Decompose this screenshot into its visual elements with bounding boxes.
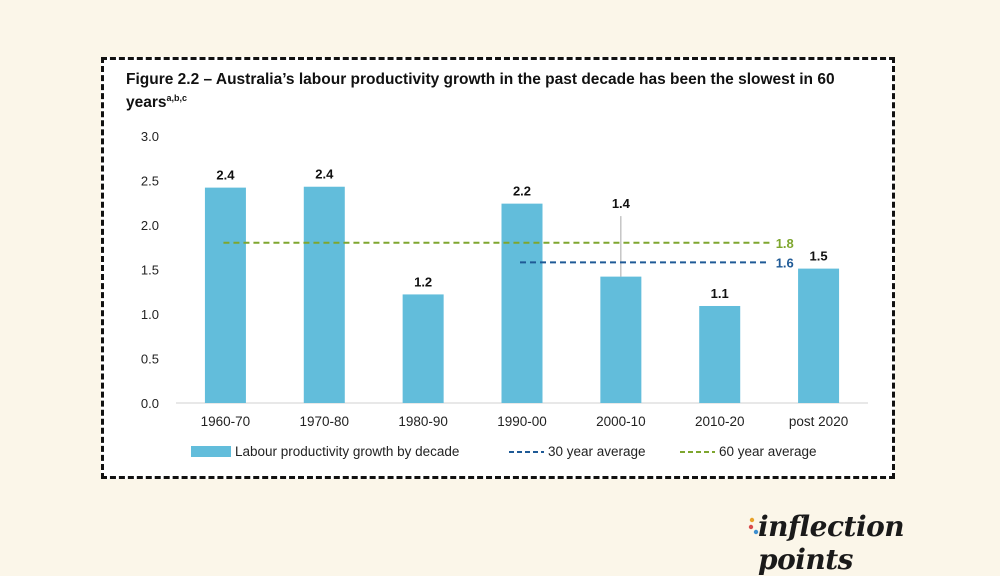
data-label: 2.4 [216, 168, 235, 183]
brand-name: inflection points [758, 510, 905, 576]
data-label: 2.2 [513, 184, 531, 199]
data-label: 1.2 [414, 274, 432, 289]
x-tick-label: 1990-00 [497, 414, 547, 429]
x-tick-label: 2010-20 [695, 414, 745, 429]
bar [798, 268, 840, 403]
y-tick-label: 0.5 [141, 352, 159, 367]
bars-group: 2.4 2.4 1.2 2.2 1.4 1.1 1.5 [204, 167, 840, 403]
x-axis: 1960-70 1970-80 1980-90 1990-00 2000-10 2010-… [201, 414, 849, 429]
y-tick-label: 1.5 [141, 263, 159, 278]
figure-frame: Figure 2.2 – Australia’s labour producti… [101, 57, 895, 479]
chart-svg: 0.0 0.5 1.0 1.5 2.0 2.5 3.0 2.4 2.4 1.2 2.2 1.4 1.1… [141, 129, 868, 459]
y-tick-label: 2.0 [141, 218, 159, 233]
figure-title: Figure 2.2 – Australia’s labour producti… [126, 68, 866, 114]
legend: Labour productivity growth by decade 30 y… [191, 444, 817, 459]
brand-logo: inflection points [748, 510, 1000, 576]
data-label: 1.1 [711, 286, 729, 301]
logo-dots-icon [748, 517, 759, 535]
x-tick-label: post 2020 [789, 414, 848, 429]
legend-label-30yr: 30 year average [548, 444, 646, 459]
y-tick-label: 0.0 [141, 396, 159, 411]
bar [699, 305, 741, 403]
bar [501, 203, 543, 403]
legend-swatch-bars [191, 446, 231, 457]
y-tick-label: 1.0 [141, 307, 159, 322]
legend-label-bars: Labour productivity growth by decade [235, 444, 459, 459]
x-tick-label: 1960-70 [201, 414, 251, 429]
average-label: 1.8 [776, 236, 794, 251]
bar [600, 276, 642, 403]
x-tick-label: 2000-10 [596, 414, 646, 429]
bar [303, 186, 345, 403]
y-tick-label: 2.5 [141, 174, 159, 189]
data-label: 2.4 [315, 167, 334, 182]
bar [204, 187, 246, 403]
figure-title-text: Figure 2.2 – Australia’s labour producti… [126, 71, 835, 111]
data-label: 1.4 [612, 196, 631, 211]
y-tick-label: 3.0 [141, 129, 159, 144]
legend-label-60yr: 60 year average [719, 444, 817, 459]
average-label: 1.6 [776, 255, 794, 270]
data-label: 1.5 [810, 249, 828, 264]
figure-title-superscript: a,b,c [166, 92, 188, 103]
x-tick-label: 1980-90 [398, 414, 448, 429]
bar [402, 294, 444, 403]
y-axis: 0.0 0.5 1.0 1.5 2.0 2.5 3.0 [141, 129, 159, 411]
x-tick-label: 1970-80 [300, 414, 350, 429]
average-lines-group: 1.61.8 [223, 236, 794, 270]
